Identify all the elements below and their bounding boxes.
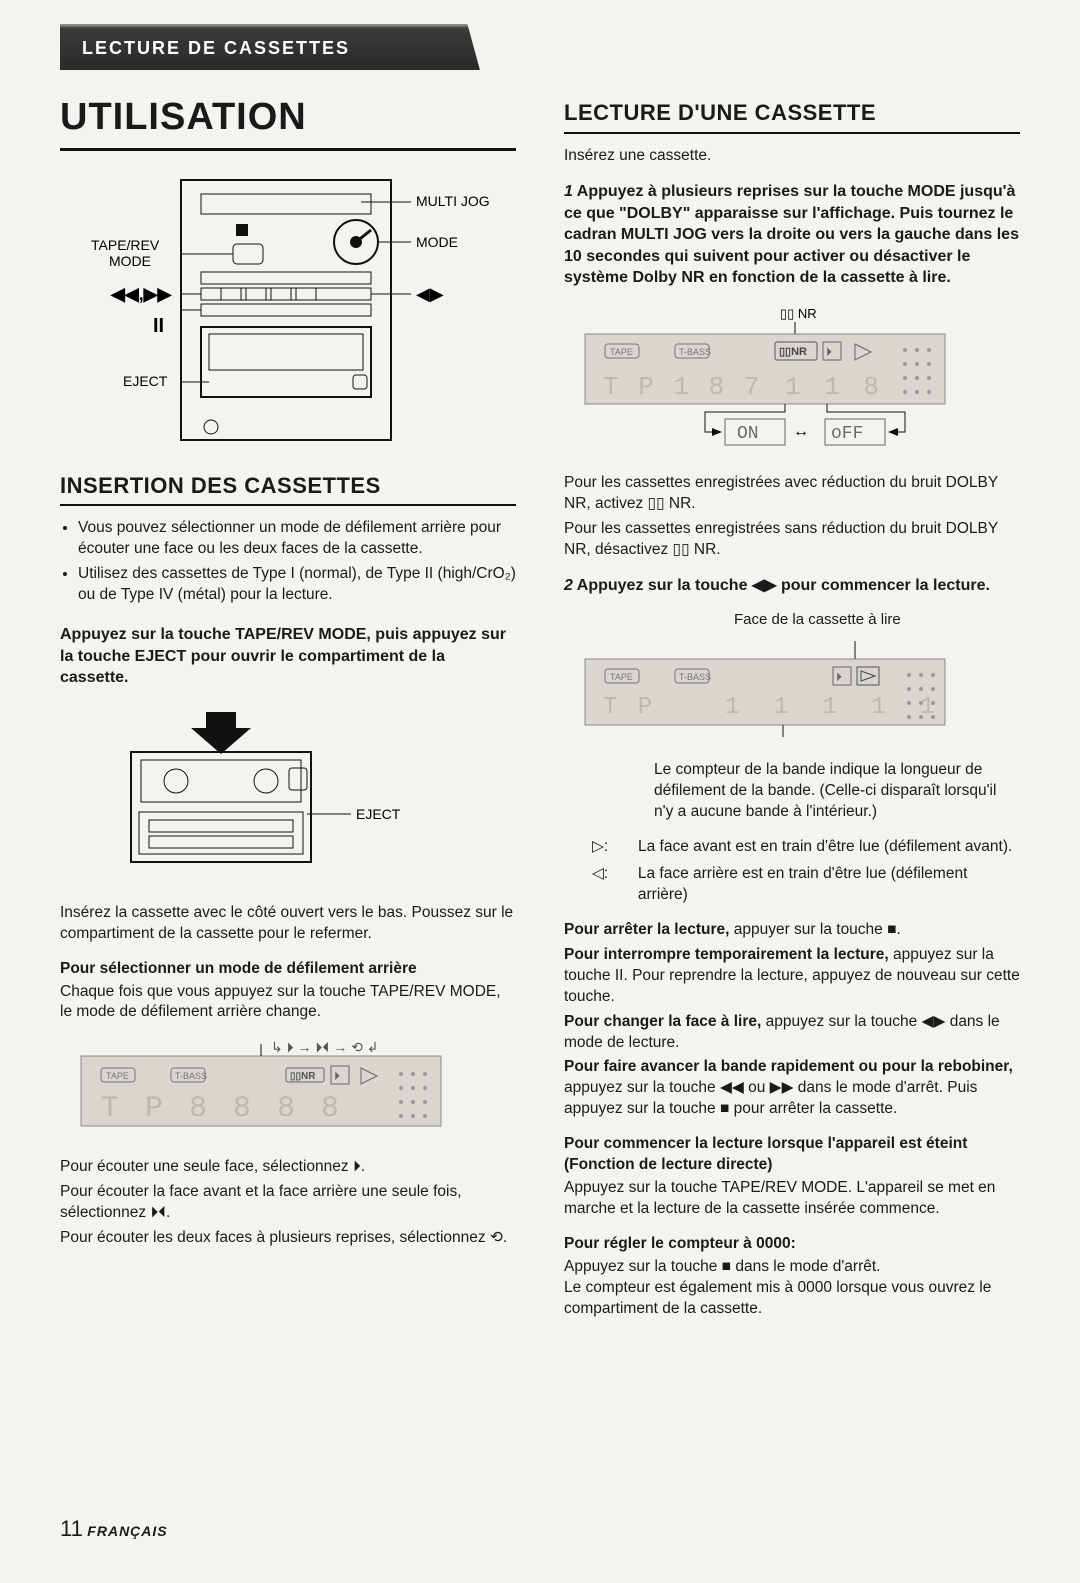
ff-text: appuyez sur la touche ◀◀ ou ▶▶ dans le m…	[564, 1079, 977, 1117]
svg-text:T-BASS: T-BASS	[679, 672, 711, 682]
side-para: Pour changer la face à lire, appuyez sur…	[564, 1012, 1020, 1054]
back-text: La face arrière est en train d'être lue …	[638, 864, 1020, 906]
svg-text:↔: ↔	[793, 423, 809, 440]
label-pause: II	[153, 315, 164, 337]
direction-list: ▷: La face avant est en train d'être lue…	[592, 837, 1020, 906]
dolby-on: ON	[737, 424, 759, 444]
fwd-text: La face avant est en train d'être lue (d…	[638, 837, 1012, 858]
reverse-display-diagram: ↳ ⏵ → ⏵⏴ → ⟲ ↲ TAPE T-BASS ▯▯NR ⏵ T P 8 …	[60, 1037, 516, 1139]
label-tape-rev-1: TAPE/REV	[91, 237, 160, 253]
section-tab: LECTURE DE CASSETTES	[60, 24, 480, 70]
dolby-diagram: ▯▯ NR TAPE T-BASS ▯▯NR ⏵ T P 1 8 7 1 1 8	[564, 303, 1020, 455]
page-number: 11	[60, 1516, 83, 1541]
counter-para: Le compteur de la bande indique la longu…	[654, 760, 1020, 823]
svg-text:↳ ⏵ → ⏵⏴ → ⟲ ↲: ↳ ⏵ → ⏵⏴ → ⟲ ↲	[271, 1039, 379, 1055]
eject-diagram: EJECT	[60, 703, 516, 885]
step-1-num: 1	[564, 183, 573, 200]
step-1-text: Appuyez à plusieurs reprises sur la touc…	[564, 183, 1019, 286]
direct-head: Pour commencer la lecture lorsque l'appa…	[564, 1134, 1020, 1176]
insert-line: Insérez une cassette.	[564, 146, 1020, 167]
reverse-mode-head: Pour sélectionner un mode de défilement …	[60, 959, 516, 980]
page-lang: FRANÇAIS	[87, 1523, 167, 1539]
page-footer: 11 FRANÇAIS	[60, 1514, 1020, 1544]
label-multi-jog: MULTI JOG	[416, 193, 490, 209]
svg-text:T P: T P	[603, 694, 655, 721]
label-eject: EJECT	[123, 373, 168, 389]
bullet-2: Utilisez des cassettes de Type I (normal…	[78, 564, 516, 606]
insert-cassette-para: Insérez la cassette avec le côté ouvert …	[60, 903, 516, 945]
dolby-off: oFF	[831, 424, 863, 444]
dolby-rec-para: Pour les cassettes enregistrées avec réd…	[564, 473, 1020, 515]
svg-text:T-BASS: T-BASS	[679, 347, 711, 357]
title-rule	[60, 148, 516, 151]
left-column: UTILISATION	[60, 92, 516, 1333]
svg-text:T-BASS: T-BASS	[175, 1071, 207, 1081]
svg-text:⏵: ⏵	[836, 670, 842, 684]
svg-text:TAPE: TAPE	[610, 347, 633, 357]
reverse-opt-b: Pour écouter la face avant et la face ar…	[60, 1182, 516, 1224]
reverse-opt-c: Pour écouter les deux faces à plusieurs …	[60, 1228, 516, 1249]
side-head: Pour changer la face à lire,	[564, 1013, 761, 1030]
svg-text:1 1 1 1 1 1: 1 1 1 1 1 1	[725, 694, 965, 721]
label-mode: MODE	[416, 234, 458, 250]
ff-head: Pour faire avancer la bande rapidement o…	[564, 1058, 1013, 1075]
eject-label: EJECT	[356, 806, 401, 822]
counter0-text: Appuyez sur la touche ■ dans le mode d'a…	[564, 1257, 1020, 1320]
dolby-nr-label: ▯▯ NR	[780, 306, 817, 321]
play-rule	[564, 132, 1020, 134]
svg-text:⏵: ⏵	[826, 345, 832, 359]
svg-text:⏵: ⏵	[334, 1069, 340, 1083]
open-instruction: Appuyez sur la touche TAPE/REV MODE, pui…	[60, 624, 516, 689]
svg-text:1 1 8: 1 1 8	[785, 372, 883, 402]
dolby-norec-para: Pour les cassettes enregistrées sans réd…	[564, 519, 1020, 561]
reverse-mode-para: Chaque fois que vous appuyez sur la touc…	[60, 982, 516, 1024]
step-2-num: 2	[564, 577, 573, 594]
step-2-text: Appuyez sur la touche ◀▶ pour commencer …	[577, 577, 990, 594]
pause-head: Pour interrompre temporairement la lectu…	[564, 946, 889, 963]
svg-text:▯▯NR: ▯▯NR	[290, 1071, 316, 1082]
stop-para: Pour arrêter la lecture, appuyer sur la …	[564, 920, 1020, 941]
insertion-bullets: Vous pouvez sélectionner un mode de défi…	[60, 518, 516, 606]
svg-text:▯▯NR: ▯▯NR	[779, 346, 807, 358]
ff-para: Pour faire avancer la bande rapidement o…	[564, 1057, 1020, 1120]
right-column: LECTURE D'UNE CASSETTE Insérez une casse…	[564, 92, 1020, 1333]
step-1: 1 Appuyez à plusieurs reprises sur la to…	[564, 181, 1020, 289]
svg-text:T P 1 8 7: T P 1 8 7	[603, 372, 761, 402]
back-symbol: ◁:	[592, 864, 620, 906]
svg-text:TAPE: TAPE	[106, 1071, 129, 1081]
play-heading: LECTURE D'UNE CASSETTE	[564, 98, 1020, 128]
fwd-symbol: ▷:	[592, 837, 620, 858]
stop-head: Pour arrêter la lecture,	[564, 921, 729, 938]
stop-text: appuyer sur la touche ■.	[729, 921, 900, 938]
insertion-rule	[60, 504, 516, 506]
direct-text: Appuyez sur la touche TAPE/REV MODE. L'a…	[564, 1178, 1020, 1220]
label-tape-rev-2: MODE	[109, 253, 151, 269]
page-title: UTILISATION	[60, 92, 516, 143]
svg-text:T P 8 8 8 8: T P 8 8 8 8	[101, 1092, 343, 1126]
bullet-1: Vous pouvez sélectionner un mode de défi…	[78, 518, 516, 560]
play-display-diagram: TAPE T-BASS ⏵ T P 1 1 1 1 1 1	[564, 640, 1020, 742]
counter0-head: Pour régler le compteur à 0000:	[564, 1234, 1020, 1255]
label-rewff: ◀◀,▶▶	[110, 284, 173, 304]
step-2: 2 Appuyez sur la touche ◀▶ pour commence…	[564, 575, 1020, 597]
label-play: ◀▶	[416, 284, 444, 304]
pause-para: Pour interrompre temporairement la lectu…	[564, 945, 1020, 1008]
face-caption: Face de la cassette à lire	[734, 610, 1020, 630]
device-diagram: MULTI JOG MODE ◀▶ TAPE/REV MODE ◀◀,▶▶ II…	[60, 171, 516, 453]
reverse-opt-a: Pour écouter une seule face, sélectionne…	[60, 1157, 516, 1178]
svg-text:TAPE: TAPE	[610, 672, 633, 682]
insertion-heading: INSERTION DES CASSETTES	[60, 471, 516, 501]
